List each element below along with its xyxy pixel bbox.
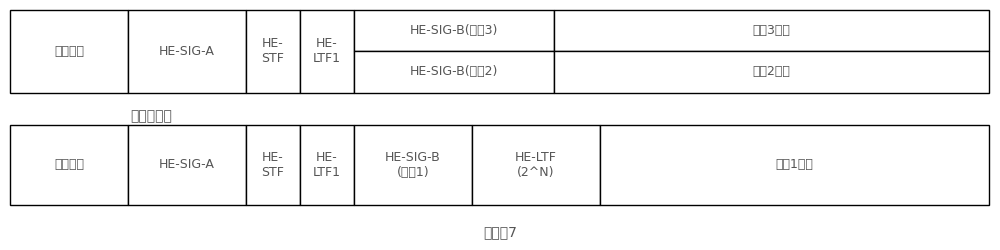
Bar — [354, 51, 554, 92]
Text: HE-
STF: HE- STF — [262, 151, 284, 179]
Bar — [600, 125, 989, 205]
Text: HE-
LTF1: HE- LTF1 — [313, 151, 341, 179]
Bar — [554, 51, 989, 92]
Bar — [354, 10, 554, 51]
Text: HE-SIG-A: HE-SIG-A — [159, 158, 215, 172]
Text: 传统帧头: 传统帧头 — [54, 45, 84, 58]
Bar — [354, 125, 472, 205]
Text: HE-LTF
(2^N): HE-LTF (2^N) — [515, 151, 557, 179]
Bar — [300, 10, 354, 92]
Text: HE-SIG-B(用户2): HE-SIG-B(用户2) — [410, 65, 498, 78]
Bar — [128, 10, 246, 92]
Bar — [246, 125, 300, 205]
Text: HE-
STF: HE- STF — [262, 37, 284, 65]
Text: 不可用带宽: 不可用带宽 — [130, 109, 172, 123]
Text: HE-SIG-A: HE-SIG-A — [159, 45, 215, 58]
Text: 帧结构7: 帧结构7 — [483, 226, 517, 239]
Bar — [10, 10, 128, 92]
Text: HE-SIG-B
(用户1): HE-SIG-B (用户1) — [385, 151, 441, 179]
Text: HE-
LTF1: HE- LTF1 — [313, 37, 341, 65]
Bar — [246, 10, 300, 92]
Bar — [554, 10, 989, 51]
Text: HE-SIG-B(用户3): HE-SIG-B(用户3) — [410, 24, 498, 37]
Bar — [128, 125, 246, 205]
Bar — [10, 125, 128, 205]
Text: 用户3数据: 用户3数据 — [753, 24, 790, 37]
Bar — [472, 125, 600, 205]
Text: 用户1数据: 用户1数据 — [776, 158, 813, 172]
Text: 用户2数据: 用户2数据 — [753, 65, 790, 78]
Bar — [300, 125, 354, 205]
Text: 传统帧头: 传统帧头 — [54, 158, 84, 172]
